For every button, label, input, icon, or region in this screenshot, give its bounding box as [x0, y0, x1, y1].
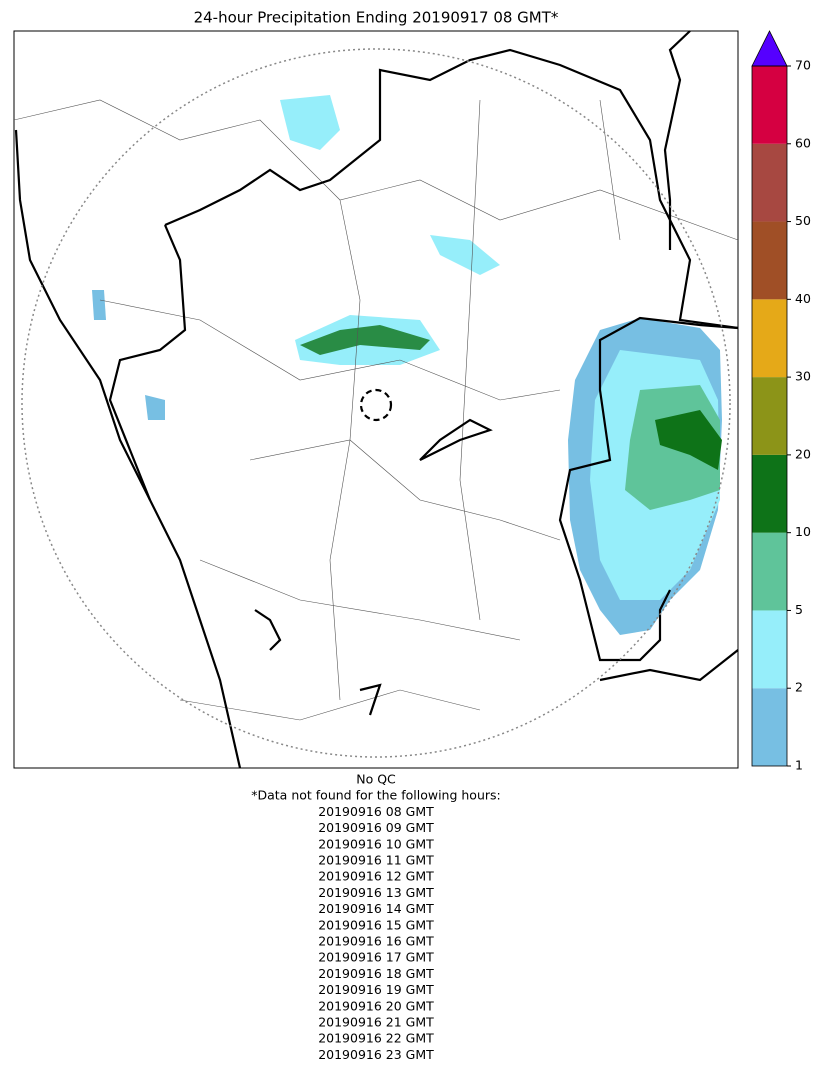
rain-area: [280, 95, 340, 150]
note-line: 20190916 15 GMT: [318, 917, 434, 932]
note-line: 20190916 10 GMT: [318, 836, 434, 851]
note-line: No QC: [356, 772, 396, 787]
note-line: 20190916 12 GMT: [318, 869, 434, 884]
title: 24-hour Precipitation Ending 20190917 08…: [194, 9, 559, 27]
note-line: 20190916 11 GMT: [318, 853, 434, 868]
state-border: [359, 683, 382, 716]
rain-area: [145, 395, 165, 420]
coastline: [14, 129, 242, 769]
state-border: [164, 48, 739, 330]
colorbar-tick-label: 70: [795, 58, 811, 73]
colorbar-tick-label: 1: [795, 758, 803, 773]
state-border: [558, 316, 739, 662]
note-line: *Data not found for the following hours:: [251, 788, 501, 803]
rain-area: [300, 325, 430, 355]
map: [13, 30, 739, 769]
note-line: 20190916 23 GMT: [318, 1047, 434, 1062]
rain-area: [92, 290, 106, 320]
colorbar: 1 2 5 10 20 30 40 50 60 70: [751, 30, 811, 773]
note-line: 20190916 20 GMT: [318, 998, 434, 1013]
state-border: [663, 30, 691, 250]
note-line: 20190916 13 GMT: [318, 885, 434, 900]
state-border: [254, 609, 282, 651]
note-line: 20190916 16 GMT: [318, 934, 434, 949]
colorbar-band: [752, 377, 787, 455]
colorbar-band: [752, 454, 787, 533]
colorbar-tick-label: 2: [795, 680, 803, 695]
radar-site: [359, 388, 393, 422]
colorbar-tick-label: 5: [795, 602, 803, 617]
colorbar-band: [752, 66, 787, 144]
colorbar-band: [752, 688, 787, 766]
note-line: 20190916 09 GMT: [318, 820, 434, 835]
note-line: 20190916 19 GMT: [318, 982, 434, 997]
state-border: [599, 649, 739, 682]
colorbar-tick-label: 50: [795, 213, 811, 228]
note-line: 20190916 14 GMT: [318, 901, 434, 916]
notes: No QC*Data not found for the following h…: [251, 772, 501, 1062]
colorbar-tick-label: 40: [795, 291, 811, 306]
state-border: [419, 418, 493, 461]
colorbar-band: [752, 532, 787, 611]
note-line: 20190916 22 GMT: [318, 1031, 434, 1046]
district-boundary: [13, 99, 739, 721]
note-line: 20190916 17 GMT: [318, 950, 434, 965]
rain-area: [430, 235, 500, 275]
radar-range: [21, 48, 731, 758]
state-border: [108, 224, 187, 501]
note-line: 20190916 21 GMT: [318, 1015, 434, 1030]
rain-area: [655, 410, 722, 470]
colorbar-frame: [751, 65, 788, 767]
colorbar-tick-label: 10: [795, 524, 811, 539]
note-line: 20190916 08 GMT: [318, 804, 434, 819]
colorbar-band: [752, 221, 787, 300]
colorbar-tick-label: 30: [795, 369, 811, 384]
colorbar-band: [752, 143, 787, 222]
colorbar-extend: [751, 30, 788, 67]
note-line: 20190916 18 GMT: [318, 966, 434, 981]
colorbar-band: [752, 610, 787, 689]
colorbar-tick-label: 60: [795, 135, 811, 150]
colorbar-tick-label: 20: [795, 446, 811, 461]
colorbar-band: [752, 299, 787, 378]
